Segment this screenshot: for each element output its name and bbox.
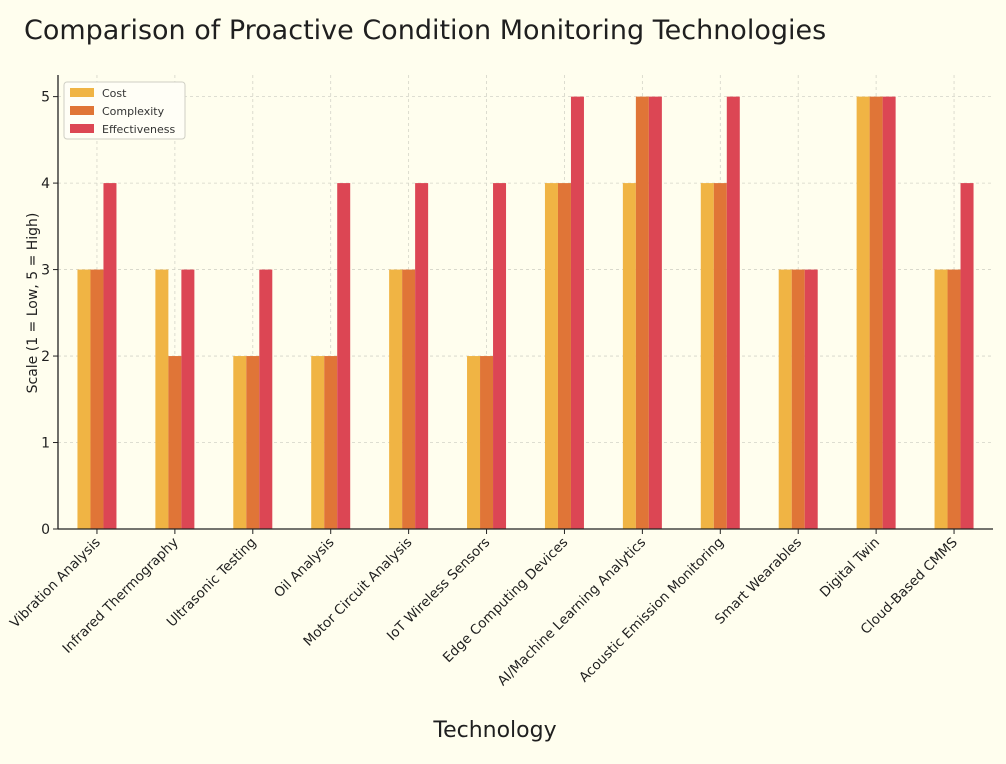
axes [53, 75, 993, 534]
x-tick-label: Oil Analysis [271, 535, 338, 602]
bar-effectiveness [960, 183, 974, 529]
legend-box [63, 81, 186, 140]
bar-effectiveness [493, 183, 507, 529]
x-tick-label: Digital Twin [817, 535, 883, 601]
bar-cost [233, 356, 247, 529]
y-tick-label: 1 [41, 436, 50, 452]
x-tick-label: Edge Computing Devices [440, 535, 571, 666]
bar-complexity [402, 269, 416, 529]
legend: Cost Complexity Effectiveness [63, 81, 186, 140]
bar-effectiveness [103, 183, 117, 529]
y-tick-label: 0 [41, 522, 50, 538]
bar-complexity [557, 183, 571, 529]
bar-complexity [324, 356, 338, 529]
bar-complexity [947, 269, 961, 529]
legend-label-complexity: Complexity [102, 105, 165, 118]
bar-effectiveness [415, 183, 429, 529]
bar-complexity [869, 96, 883, 529]
x-axis-label: Technology [432, 718, 556, 743]
bar-effectiveness [882, 96, 896, 529]
bar-complexity [791, 269, 805, 529]
bar-complexity [635, 96, 649, 529]
chart-title: Comparison of Proactive Condition Monito… [24, 15, 826, 46]
bar-cost [700, 183, 714, 529]
y-axis-label: Scale (1 = Low, 5 = High) [25, 213, 41, 394]
x-tick-label: AI/Machine Learning Analytics [495, 535, 650, 690]
bar-cost [155, 269, 169, 529]
legend-swatch-effectiveness [70, 124, 94, 133]
bar-effectiveness [804, 269, 818, 529]
legend-label-cost: Cost [102, 87, 127, 100]
bar-complexity [246, 356, 260, 529]
bar-cost [467, 356, 481, 529]
bar-cost [622, 183, 636, 529]
bar-effectiveness [181, 269, 195, 529]
bar-effectiveness [648, 96, 662, 529]
x-tick-label: Acoustic Emission Monitoring [576, 535, 727, 686]
y-tick-label: 3 [41, 263, 50, 279]
bar-effectiveness [570, 96, 584, 529]
bar-effectiveness [726, 96, 740, 529]
bar-cost [389, 269, 403, 529]
legend-label-effectiveness: Effectiveness [102, 123, 175, 136]
y-tick-label: 5 [41, 90, 50, 106]
bar-complexity [713, 183, 727, 529]
y-tick-label: 2 [41, 349, 50, 365]
bar-complexity [480, 356, 494, 529]
legend-swatch-cost [70, 88, 94, 97]
bar-cost [778, 269, 792, 529]
bar-cost [77, 269, 91, 529]
bar-cost [544, 183, 558, 529]
bar-cost [934, 269, 948, 529]
bars [77, 96, 974, 529]
bar-effectiveness [259, 269, 273, 529]
bar-complexity [90, 269, 104, 529]
bar-effectiveness [337, 183, 351, 529]
grid [58, 75, 993, 530]
y-tick-label: 4 [41, 176, 50, 192]
x-tick-label: Smart Wearables [712, 535, 805, 628]
legend-swatch-complexity [70, 106, 94, 115]
bar-complexity [168, 356, 182, 529]
bar-cost [311, 356, 325, 529]
bar-cost [856, 96, 870, 529]
